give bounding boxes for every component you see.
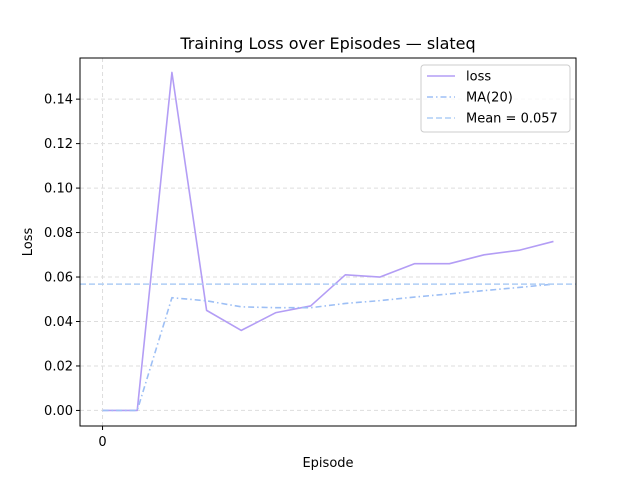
- y-tick-label: 0.00: [44, 404, 73, 419]
- legend-label: loss: [466, 70, 491, 85]
- y-tick-label: 0.12: [44, 137, 73, 152]
- y-axis-label: Loss: [21, 228, 36, 257]
- y-tick-label: 0.04: [44, 315, 73, 330]
- y-tick-label: 0.08: [44, 226, 73, 241]
- plot-frame: [79, 57, 577, 427]
- x-axis-label: Episode: [302, 456, 353, 471]
- axis-ticks: 0.00 0.02 0.04 0.06 0.08 0.10 0.12 0.14 0: [44, 93, 107, 450]
- grid: [80, 58, 576, 426]
- series-layer: [80, 71, 576, 412]
- y-tick-label: 0.10: [44, 182, 73, 197]
- legend-frame: [420, 64, 571, 133]
- x-tick-label: 0: [98, 435, 106, 450]
- legend-items: loss MA(20) Mean = 0.057: [427, 70, 558, 127]
- y-tick-label: 0.06: [44, 271, 73, 286]
- legend-label: Mean = 0.057: [466, 112, 558, 127]
- legend-label: MA(20): [466, 91, 513, 106]
- legend: loss MA(20) Mean = 0.057: [420, 64, 571, 133]
- y-tick-label: 0.14: [44, 93, 73, 108]
- chart-title: Training Loss over Episodes — slateq: [179, 34, 475, 53]
- y-tick-label: 0.02: [44, 359, 73, 374]
- series-line-loss: [102, 71, 554, 412]
- series-line-ma-20-: [102, 283, 554, 412]
